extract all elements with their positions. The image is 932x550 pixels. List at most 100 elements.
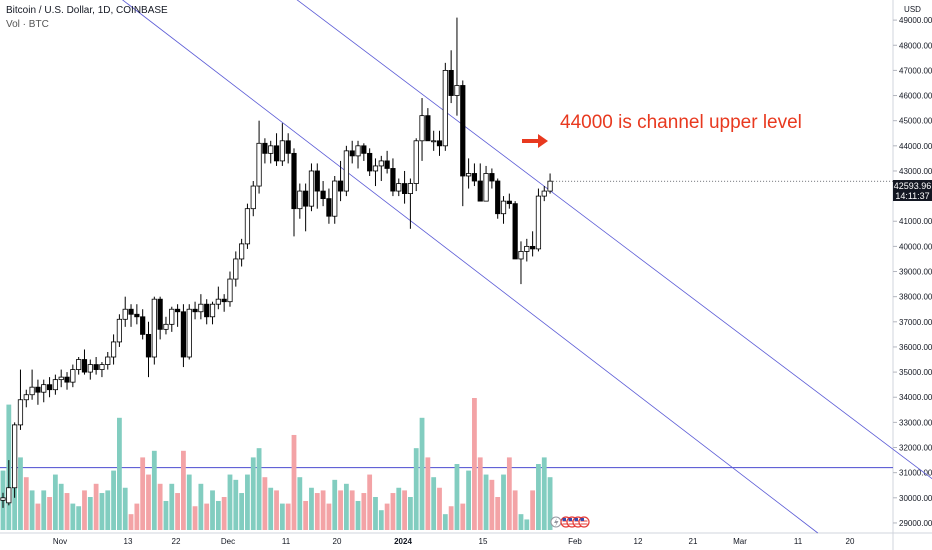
candle-body — [122, 308, 128, 320]
price-tick-label: 32000.00 — [899, 444, 932, 453]
volume-bar — [41, 490, 47, 530]
volume-bar — [378, 510, 384, 530]
channel-annotation: 44000 is channel upper level — [560, 112, 802, 133]
price-tick-label: 47000.00 — [899, 66, 932, 75]
candle-body — [314, 170, 320, 192]
candle-body — [239, 243, 245, 260]
channel-lower-line[interactable] — [0, 0, 819, 534]
volume-bar — [547, 477, 553, 530]
candle-body — [6, 487, 12, 504]
volume-bar — [122, 487, 128, 530]
candle-body — [262, 142, 268, 154]
volume-bar — [140, 457, 146, 530]
volume-bar — [536, 464, 541, 530]
volume-bar — [512, 490, 518, 530]
time-tick-label: Nov — [53, 537, 67, 546]
volume-bar — [454, 464, 460, 530]
candle-body — [52, 379, 58, 391]
volume-label: Vol · BTC — [6, 19, 49, 30]
channel-upper-line[interactable] — [0, 0, 932, 533]
volume-bar — [192, 506, 198, 530]
time-tick-label: 11 — [794, 537, 803, 546]
countdown-timer: 14:11:37 — [895, 191, 930, 201]
volume-bar — [477, 457, 483, 530]
candle-body — [140, 316, 146, 335]
volume-bar — [227, 474, 233, 530]
volume-bar — [186, 474, 192, 530]
volume-bar — [355, 500, 361, 530]
time-tick-label: 20 — [846, 537, 855, 546]
candle-body — [87, 364, 93, 373]
price-tick-label: 34000.00 — [899, 393, 932, 402]
volume-bar — [215, 500, 221, 530]
volume-bar — [332, 479, 338, 530]
volume-bar — [105, 490, 111, 530]
flag-canton — [568, 518, 572, 521]
volume-bar — [111, 470, 116, 530]
volume-bar — [303, 500, 309, 530]
volume-bar — [70, 503, 76, 530]
candle-body — [180, 311, 187, 358]
last-price-value: 42593.96 — [893, 181, 932, 191]
volume-bar — [262, 477, 268, 530]
volume-bar — [268, 487, 274, 530]
volume-bar — [442, 514, 448, 530]
candle-body — [337, 180, 344, 192]
volume-bar — [483, 474, 489, 530]
volume-bar — [309, 487, 314, 530]
volume-bar — [460, 503, 466, 530]
volume-bar — [163, 500, 169, 530]
candle-body — [41, 384, 47, 393]
time-tick-label: Dec — [221, 537, 235, 546]
candle-body — [320, 190, 326, 200]
candle-body — [116, 318, 122, 343]
price-tick-label: 39000.00 — [899, 268, 932, 277]
candle-body — [436, 140, 443, 147]
volume-bar — [52, 474, 58, 530]
candle-body — [495, 180, 501, 215]
annotation-arrow — [522, 134, 548, 148]
candle-body — [174, 308, 181, 313]
candle-body — [110, 341, 117, 358]
candle-body — [209, 303, 216, 318]
currency-label[interactable]: USD — [904, 5, 921, 14]
candle-body — [23, 394, 29, 401]
flash-glyph-icon — [554, 518, 559, 527]
flag-canton — [562, 518, 566, 521]
candle-body — [81, 359, 88, 373]
candle-body — [460, 85, 466, 177]
volume-bar — [466, 470, 471, 530]
candle-body — [332, 180, 338, 217]
candle-body — [355, 145, 361, 157]
volume-bar — [419, 417, 425, 530]
candle-body — [273, 145, 280, 162]
volume-bar — [204, 503, 210, 530]
candle-body — [93, 364, 99, 370]
price-tick-label: 35000.00 — [899, 368, 932, 377]
volume-bar — [47, 497, 52, 530]
volume-bar — [64, 493, 70, 530]
candle-body — [431, 140, 437, 143]
volume-bar — [35, 503, 41, 530]
candle-body — [204, 303, 210, 318]
volume-bar — [437, 487, 442, 530]
volume-bar — [250, 457, 256, 530]
volume-bar — [402, 490, 407, 530]
candle-body — [163, 323, 169, 330]
candle-body — [244, 208, 251, 245]
volume-bar — [82, 490, 87, 530]
time-tick-label: Mar — [733, 537, 747, 546]
volume-bar — [367, 474, 373, 530]
candle-body — [465, 173, 472, 177]
volume-bar — [408, 497, 413, 530]
price-tick-label: 31000.00 — [899, 469, 932, 478]
volume-bar — [99, 493, 105, 530]
price-tick-label: 40000.00 — [899, 242, 932, 251]
candle-body — [64, 376, 70, 383]
time-tick-label: 21 — [689, 537, 698, 546]
candle-body — [285, 140, 291, 154]
candle-body — [396, 183, 402, 192]
price-tick-label: 37000.00 — [899, 318, 932, 327]
volume-bar — [58, 483, 64, 530]
